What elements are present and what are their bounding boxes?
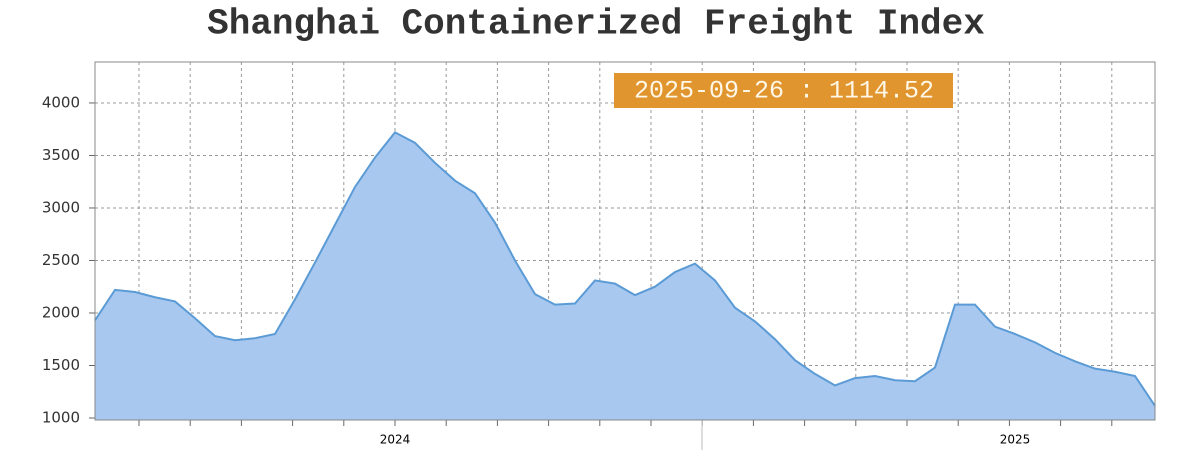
annotation: 2025-09-26 : 1114.52 xyxy=(634,77,934,106)
x-tick-label: 2025 xyxy=(1000,433,1031,447)
y-tick-label: 1000 xyxy=(42,409,80,427)
line xyxy=(94,131,1156,407)
y-tick-label: 3000 xyxy=(42,198,80,216)
annotation-box xyxy=(614,73,953,108)
y-tick-label: 3500 xyxy=(42,146,80,164)
y-tick-label: 2500 xyxy=(42,251,80,269)
plot-border xyxy=(94,61,1156,421)
y-tick-label: 4000 xyxy=(42,93,80,111)
y-tick-label: 1500 xyxy=(42,356,80,374)
chart-title: Shanghai Containerized Freight Index xyxy=(207,4,985,45)
x-tick-label: 2024 xyxy=(380,433,411,447)
y-tick-label: 2000 xyxy=(42,303,80,321)
area xyxy=(95,132,1155,421)
